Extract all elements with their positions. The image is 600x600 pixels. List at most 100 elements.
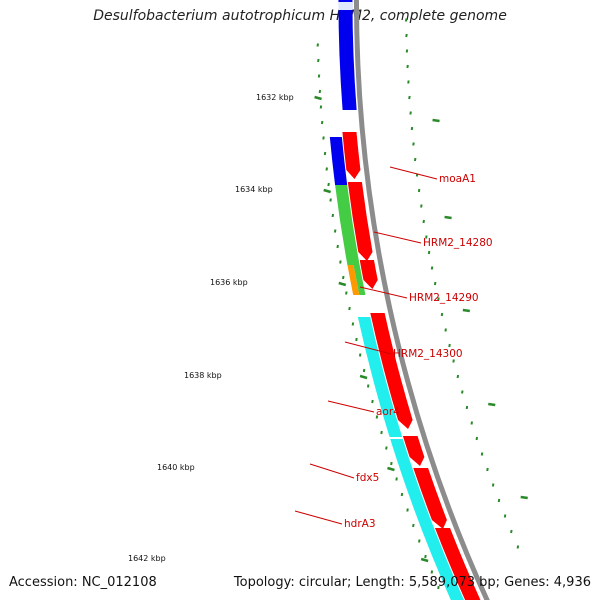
gene-feature-cyan-1 — [357, 317, 403, 437]
dot-mark-outer — [510, 529, 513, 534]
dot-mark-outer — [409, 111, 412, 115]
gene-feature-cyan-2 — [390, 439, 465, 600]
dot-mark — [331, 213, 335, 218]
dot-mark-outer — [406, 64, 409, 69]
dot-mark — [317, 74, 321, 78]
dot-mark-outer — [408, 95, 411, 100]
leader-line-7 — [294, 510, 343, 525]
dot-mark — [319, 105, 323, 109]
dot-mark-outer — [497, 498, 501, 503]
minor-tick-1 — [432, 118, 440, 123]
tick-label-1640: 1640 kbp — [157, 463, 195, 472]
leader-line-5 — [327, 400, 375, 413]
topology-text: Topology: circular; Length: 5,589,073 bp… — [233, 575, 591, 590]
gene-label-hrm2-14300: HRM2_14300 — [393, 348, 463, 360]
dot-mark — [362, 368, 366, 373]
dot-mark-outer — [404, 18, 408, 22]
dot-mark — [424, 554, 427, 559]
leader-line-2 — [373, 231, 422, 244]
dot-mark — [336, 244, 339, 249]
tick-label-1634: 1634 kbp — [235, 185, 273, 194]
dot-mark — [327, 182, 330, 187]
kbp-tick-4 — [359, 374, 368, 380]
dot-mark — [348, 306, 351, 311]
kbp-tick-5 — [387, 466, 395, 472]
tick-label-1636: 1636 kbp — [210, 278, 248, 287]
gene-features — [329, 0, 481, 600]
tick-label-1638: 1638 kbp — [184, 371, 222, 380]
kbp-tick-2 — [323, 188, 332, 194]
gene-label-aor4: aor4 — [376, 406, 400, 418]
dot-mark — [390, 461, 393, 466]
gene-feature-orange — [347, 265, 360, 295]
dot-mark — [316, 43, 319, 47]
dot-mark-outer — [480, 452, 484, 456]
dot-mark — [418, 539, 421, 543]
dot-mark — [339, 260, 342, 264]
dot-mark — [412, 523, 415, 528]
dot-mark-outer — [448, 343, 451, 348]
dot-mark-outer — [420, 204, 423, 208]
dot-mark-outer — [427, 250, 431, 255]
minor-tick-4 — [488, 402, 496, 407]
dot-mark-outer — [444, 328, 447, 332]
dot-mark — [406, 508, 409, 512]
dot-mark-outer — [405, 49, 409, 53]
dot-mark — [371, 399, 374, 404]
dot-mark — [325, 167, 328, 171]
dot-mark — [430, 570, 434, 574]
dot-mark — [333, 229, 337, 233]
gene-feature-red-4 — [370, 313, 413, 429]
kbp-tick-6 — [420, 557, 429, 563]
tick-label-1642: 1642 kbp — [128, 554, 166, 563]
dot-mark — [320, 120, 324, 125]
dot-mark — [400, 492, 404, 497]
tick-label-1632: 1632 kbp — [256, 93, 294, 102]
minor-tick-2 — [444, 215, 452, 220]
dot-mark — [317, 58, 320, 63]
dot-mark-outer — [410, 126, 414, 131]
dot-mark-outer — [503, 514, 507, 518]
dot-mark-outer — [430, 266, 434, 270]
minor-tick-5 — [520, 495, 528, 500]
dot-mark-outer — [470, 421, 474, 425]
leader-line-6 — [309, 463, 355, 479]
dot-mark-outer — [465, 405, 469, 410]
genome-backbone — [354, 0, 490, 600]
gene-feature-top-pale — [338, 2, 353, 10]
dot-mark — [355, 337, 358, 342]
dot-mark — [318, 89, 322, 94]
dot-mark — [358, 353, 362, 357]
dot-mark — [345, 291, 348, 295]
dot-mark-outer — [437, 297, 440, 301]
gene-feature-red-1 — [342, 132, 361, 179]
dot-mark-outer — [417, 188, 421, 193]
dot-mark — [375, 415, 379, 419]
leader-line-1 — [389, 166, 438, 180]
kbp-tick-3 — [338, 281, 347, 287]
gene-label-fdx5: fdx5 — [356, 472, 379, 484]
gene-label-hdrA3: hdrA3 — [344, 518, 376, 530]
label-leader-lines — [294, 166, 438, 525]
genome-title: Desulfobacterium autotrophicum HRM2, com… — [93, 8, 507, 24]
dot-mark-outer — [425, 235, 428, 239]
dot-mark — [385, 446, 388, 450]
leader-line-4 — [344, 341, 392, 355]
gene-feature-red-5 — [402, 436, 425, 466]
gene-feature-red-2 — [347, 182, 373, 261]
dot-mark-outer — [407, 80, 410, 84]
gene-feature-red-7 — [435, 528, 481, 600]
gene-feature-red-3 — [359, 260, 378, 289]
dot-mark — [437, 585, 440, 590]
gene-label-moaA1: moaA1 — [439, 173, 476, 185]
dot-mark-outer — [440, 312, 444, 317]
dot-mark-outer — [433, 281, 437, 286]
position-dot-track — [316, 18, 520, 590]
dot-mark-outer — [422, 219, 425, 224]
dot-mark-outer — [516, 545, 520, 549]
gene-label-hrm2-14290: HRM2_14290 — [409, 292, 479, 304]
dot-mark — [380, 430, 383, 435]
gene-feature-red-6 — [413, 468, 447, 529]
